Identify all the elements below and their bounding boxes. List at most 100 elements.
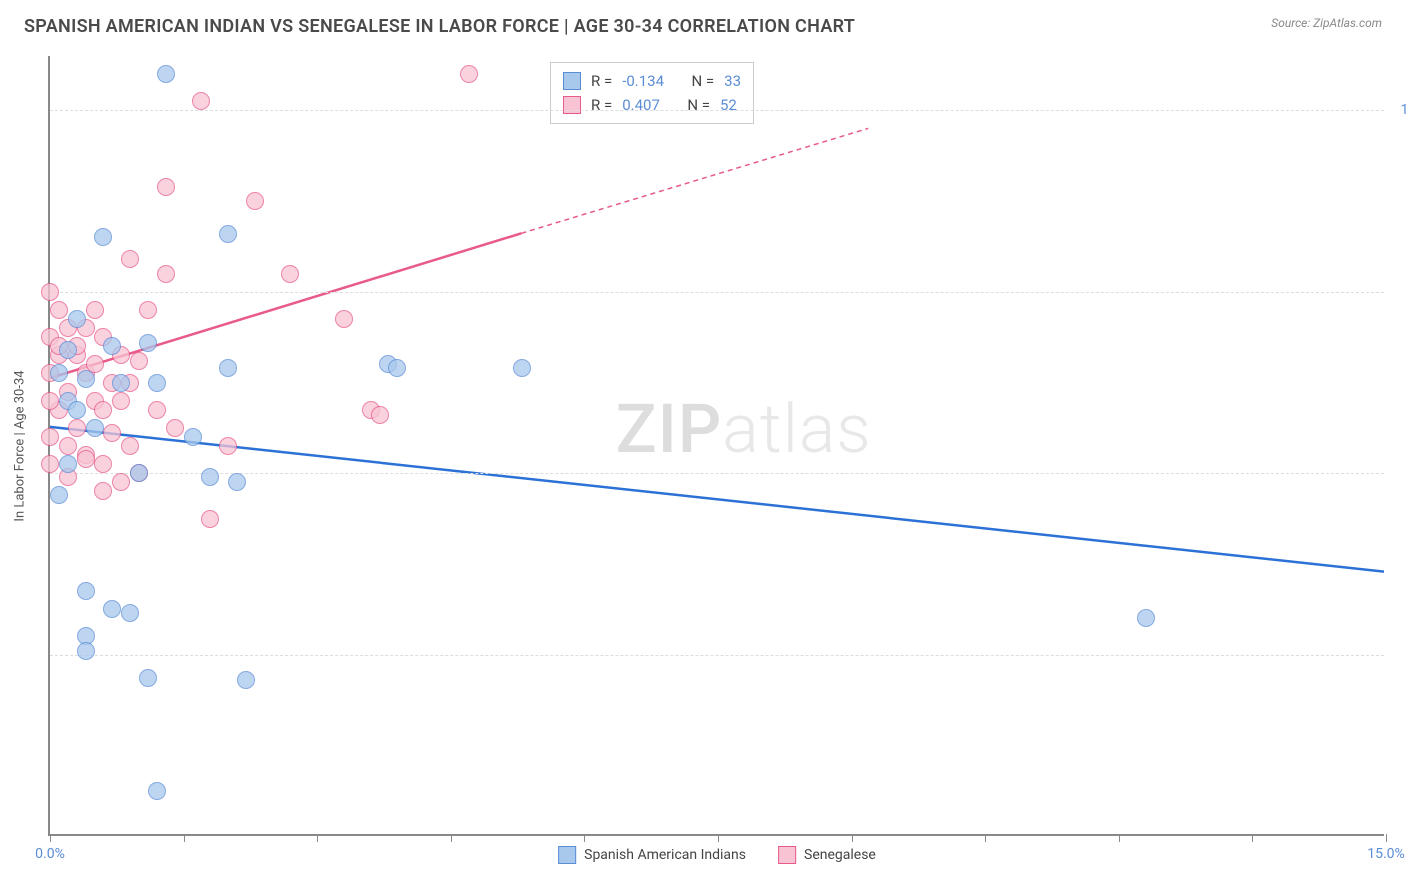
x-tick — [451, 834, 452, 842]
data-point — [50, 301, 68, 319]
data-point — [201, 510, 219, 528]
data-point — [460, 65, 478, 83]
data-point — [112, 374, 130, 392]
data-point — [219, 225, 237, 243]
gridline — [50, 110, 1384, 111]
n-value-series2: 52 — [720, 93, 737, 117]
data-point — [121, 437, 139, 455]
data-point — [246, 192, 264, 210]
r-value-series1: -0.134 — [622, 69, 664, 93]
trend-lines — [50, 56, 1384, 834]
stats-row-series2: R = 0.407 N = 52 — [563, 93, 741, 117]
plot-area: ZIPatlas R = -0.134 N = 33 R = 0.407 N =… — [48, 56, 1384, 836]
data-point — [103, 600, 121, 618]
x-tick — [184, 834, 185, 842]
legend-label-series2: Senegalese — [804, 847, 876, 863]
data-point — [103, 424, 121, 442]
data-point — [77, 370, 95, 388]
n-label: N = — [687, 93, 710, 117]
data-point — [121, 250, 139, 268]
x-tick — [852, 834, 853, 842]
data-point — [139, 334, 157, 352]
data-point — [68, 310, 86, 328]
r-label: R = — [591, 93, 612, 117]
data-point — [41, 428, 59, 446]
data-point — [157, 178, 175, 196]
data-point — [41, 455, 59, 473]
data-point — [219, 437, 237, 455]
watermark: ZIPatlas — [616, 389, 872, 469]
data-point — [77, 582, 95, 600]
legend-label-series1: Spanish American Indians — [584, 847, 746, 863]
data-point — [130, 464, 148, 482]
data-point — [68, 401, 86, 419]
x-tick — [1386, 834, 1387, 842]
data-point — [148, 401, 166, 419]
x-tick — [584, 834, 585, 842]
gridline — [50, 473, 1384, 474]
data-point — [59, 341, 77, 359]
data-point — [94, 401, 112, 419]
source-attribution: Source: ZipAtlas.com — [1271, 16, 1382, 30]
data-point — [139, 669, 157, 687]
n-label: N = — [691, 69, 714, 93]
x-tick — [50, 834, 51, 842]
x-tick — [718, 834, 719, 842]
data-point — [139, 301, 157, 319]
data-point — [94, 455, 112, 473]
data-point — [219, 359, 237, 377]
x-tick — [985, 834, 986, 842]
data-point — [103, 337, 121, 355]
data-point — [112, 392, 130, 410]
data-point — [192, 92, 210, 110]
legend: Spanish American Indians Senegalese — [558, 846, 876, 864]
gridline — [50, 292, 1384, 293]
data-point — [41, 283, 59, 301]
r-label: R = — [591, 69, 612, 93]
data-point — [228, 473, 246, 491]
data-point — [157, 265, 175, 283]
data-point — [59, 455, 77, 473]
legend-item-series2: Senegalese — [778, 846, 876, 864]
gridline — [50, 655, 1384, 656]
data-point — [166, 419, 184, 437]
data-point — [77, 450, 95, 468]
data-point — [50, 486, 68, 504]
data-point — [94, 482, 112, 500]
data-point — [41, 392, 59, 410]
y-axis-label: In Labor Force | Age 30-34 — [13, 370, 28, 521]
data-point — [388, 359, 406, 377]
chart-title: SPANISH AMERICAN INDIAN VS SENEGALESE IN… — [24, 16, 855, 37]
data-point — [86, 301, 104, 319]
data-point — [237, 671, 255, 689]
legend-item-series1: Spanish American Indians — [558, 846, 746, 864]
x-tick-label: 0.0% — [35, 846, 65, 862]
legend-swatch-series2 — [778, 846, 796, 864]
r-value-series2: 0.407 — [622, 93, 660, 117]
data-point — [184, 428, 202, 446]
legend-swatch-series1 — [558, 846, 576, 864]
data-point — [1137, 609, 1155, 627]
data-point — [86, 419, 104, 437]
data-point — [371, 406, 389, 424]
data-point — [112, 473, 130, 491]
stats-row-series1: R = -0.134 N = 33 — [563, 69, 741, 93]
x-tick — [317, 834, 318, 842]
data-point — [513, 359, 531, 377]
x-tick-label: 15.0% — [1367, 846, 1405, 862]
data-point — [281, 265, 299, 283]
x-tick — [1119, 834, 1120, 842]
data-point — [201, 468, 219, 486]
n-value-series1: 33 — [724, 69, 741, 93]
data-point — [77, 642, 95, 660]
data-point — [148, 374, 166, 392]
data-point — [59, 437, 77, 455]
data-point — [335, 310, 353, 328]
y-tick-label: 100.0% — [1401, 102, 1406, 118]
data-point — [130, 352, 148, 370]
data-point — [68, 419, 86, 437]
chart-container: In Labor Force | Age 30-34 ZIPatlas R = … — [48, 56, 1384, 836]
data-point — [50, 364, 68, 382]
data-point — [121, 604, 139, 622]
data-point — [94, 228, 112, 246]
